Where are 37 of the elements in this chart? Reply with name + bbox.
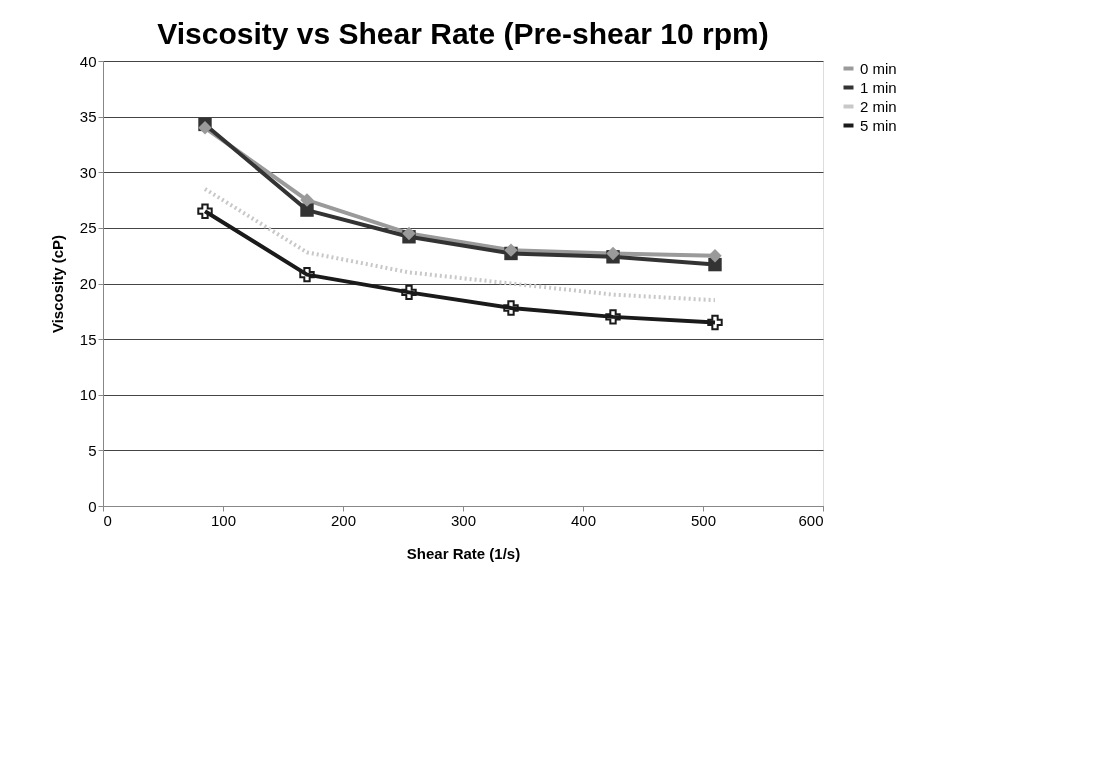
line-series <box>203 186 717 303</box>
point <box>197 203 213 219</box>
point <box>504 243 518 257</box>
y-tick-label: 15 <box>79 330 97 348</box>
x-tick-label: 200 <box>330 511 357 529</box>
y-tick-label: 10 <box>79 386 97 404</box>
x-tick-label: 400 <box>570 511 597 529</box>
point <box>605 309 621 325</box>
y-tick-label: 40 <box>79 52 97 70</box>
legend-label: 0 min <box>860 59 897 77</box>
y-axis-title: Viscosity (cP) <box>48 234 66 334</box>
x-axis-title: Shear Rate (1/s) <box>406 544 521 562</box>
legend-label: 2 min <box>860 97 897 115</box>
point <box>198 121 212 135</box>
point <box>299 266 315 283</box>
point <box>503 300 519 316</box>
point <box>300 203 314 217</box>
point <box>401 284 417 301</box>
y-tick-label: 5 <box>88 441 97 459</box>
x-tick-label: 600 <box>798 511 824 529</box>
legend-label: 5 min <box>860 116 897 134</box>
y-tick-label: 30 <box>79 163 97 181</box>
y-tick-label: 20 <box>79 275 97 292</box>
y-tick-label: 0 <box>88 497 97 515</box>
y-tick-label: 25 <box>79 219 97 237</box>
legend-label: 1 min <box>860 78 897 96</box>
x-tick-label: 100 <box>210 511 237 529</box>
x-tick-label: 500 <box>690 511 717 529</box>
x-tick-label: 300 <box>450 511 477 529</box>
y-tick-label: 35 <box>79 108 97 126</box>
point <box>708 248 722 263</box>
point <box>606 246 620 261</box>
point <box>300 193 314 207</box>
chart-title: Viscosity vs Shear Rate (Pre-shear 10 rpm) <box>157 17 769 50</box>
x-tick-label: 0 <box>103 511 112 529</box>
point <box>707 314 723 331</box>
point <box>402 226 416 241</box>
